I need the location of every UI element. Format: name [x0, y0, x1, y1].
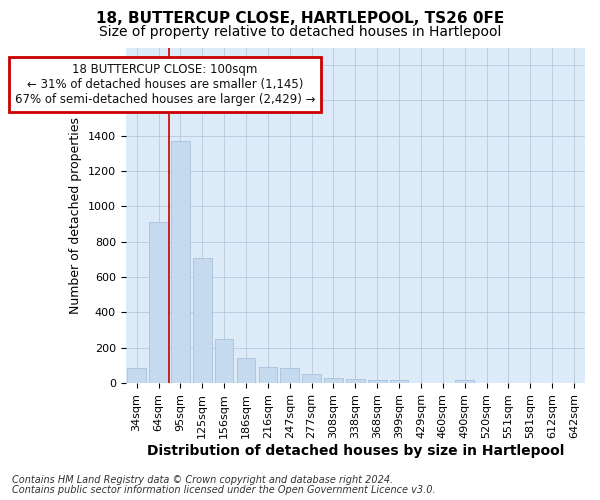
Bar [171, 141, 190, 383]
Bar [193, 258, 212, 383]
Text: 18, BUTTERCUP CLOSE, HARTLEPOOL, TS26 0FE: 18, BUTTERCUP CLOSE, HARTLEPOOL, TS26 0F… [96, 11, 504, 26]
X-axis label: Distribution of detached houses by size in Hartlepool: Distribution of detached houses by size … [146, 444, 564, 458]
Bar [346, 378, 365, 383]
Bar [259, 367, 277, 383]
Bar [455, 380, 474, 383]
Bar [280, 368, 299, 383]
Text: Size of property relative to detached houses in Hartlepool: Size of property relative to detached ho… [99, 25, 501, 39]
Bar [368, 380, 386, 383]
Bar [127, 368, 146, 383]
Y-axis label: Number of detached properties: Number of detached properties [70, 117, 82, 314]
Text: 18 BUTTERCUP CLOSE: 100sqm
← 31% of detached houses are smaller (1,145)
67% of s: 18 BUTTERCUP CLOSE: 100sqm ← 31% of deta… [14, 62, 315, 106]
Bar [390, 380, 409, 383]
Bar [215, 339, 233, 383]
Text: Contains public sector information licensed under the Open Government Licence v3: Contains public sector information licen… [12, 485, 436, 495]
Text: Contains HM Land Registry data © Crown copyright and database right 2024.: Contains HM Land Registry data © Crown c… [12, 475, 393, 485]
Bar [302, 374, 321, 383]
Bar [149, 222, 168, 383]
Bar [237, 358, 256, 383]
Bar [324, 378, 343, 383]
